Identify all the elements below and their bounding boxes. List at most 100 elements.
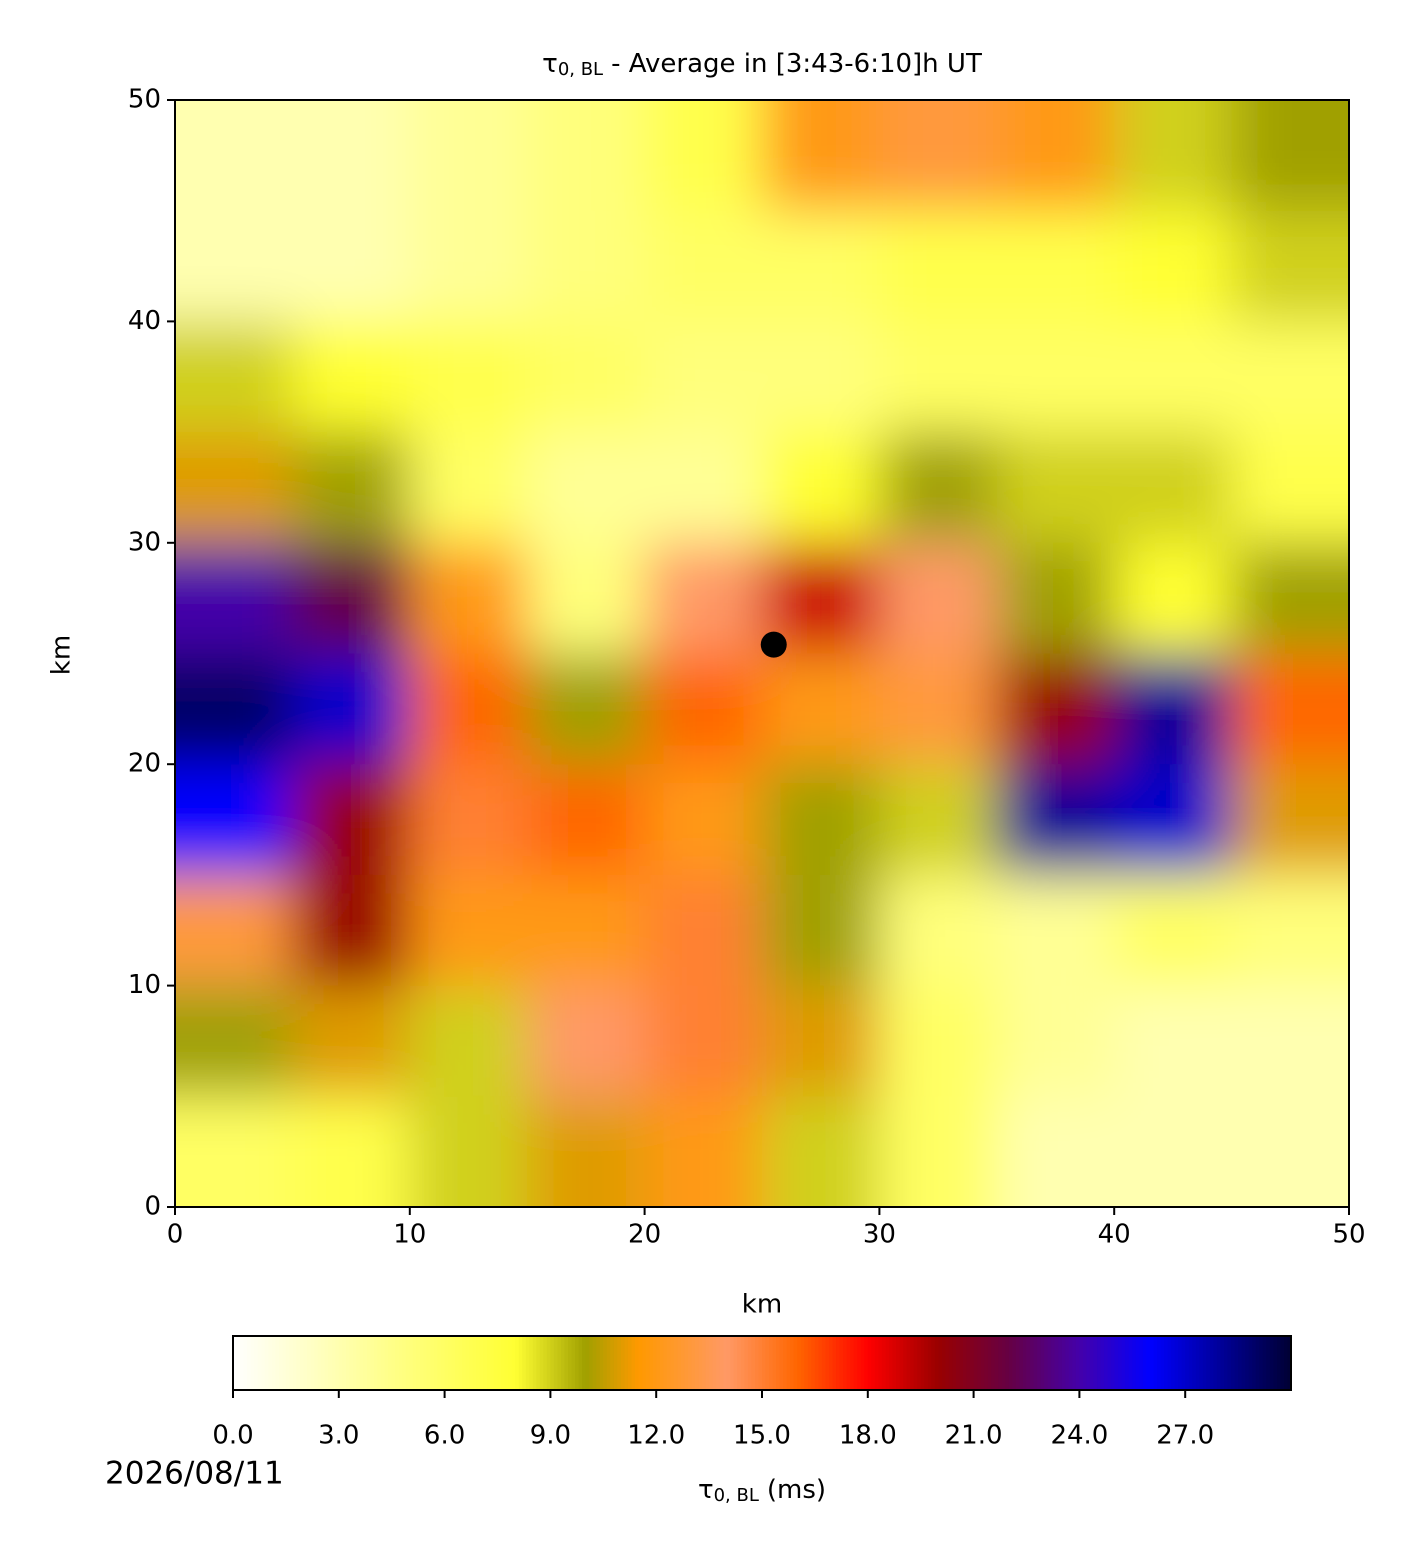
heatmap-cell bbox=[1231, 874, 1349, 987]
colorbar-segment bbox=[504, 1336, 509, 1390]
heatmap-cell bbox=[1231, 653, 1349, 766]
colorbar-segment bbox=[321, 1336, 326, 1390]
colorbar-segment bbox=[783, 1336, 788, 1390]
heatmap-cell bbox=[1231, 321, 1349, 434]
y-tick-label: 20 bbox=[128, 749, 161, 779]
colorbar-segment bbox=[920, 1336, 925, 1390]
colorbar-segment bbox=[1068, 1336, 1073, 1390]
heatmap-cell bbox=[996, 542, 1116, 655]
plot-frame bbox=[174, 99, 1350, 1208]
heatmap-cell bbox=[644, 100, 763, 212]
colorbar-segment bbox=[1026, 1336, 1031, 1390]
heatmap-cell bbox=[527, 985, 646, 1098]
heatmap-cell bbox=[1114, 321, 1233, 434]
colorbar-segment bbox=[800, 1336, 805, 1390]
heatmap-cell bbox=[527, 874, 646, 987]
heatmap-cell bbox=[1231, 764, 1349, 876]
colorbar-segment bbox=[758, 1336, 763, 1390]
heatmap-cell bbox=[879, 1096, 998, 1207]
colorbar-segment bbox=[878, 1336, 883, 1390]
heatmap-cell bbox=[409, 542, 529, 655]
colorbar-segment bbox=[730, 1336, 735, 1390]
heatmap-cell bbox=[292, 985, 411, 1098]
colorbar-segment bbox=[1220, 1336, 1225, 1390]
colorbar-segment bbox=[948, 1336, 954, 1390]
colorbar-segment bbox=[550, 1336, 555, 1390]
colorbar-segment bbox=[1072, 1336, 1077, 1390]
colorbar-segment bbox=[1040, 1336, 1045, 1390]
heatmap-cell bbox=[409, 874, 529, 987]
heatmap-cell bbox=[409, 321, 529, 434]
colorbar-segment bbox=[1195, 1336, 1200, 1390]
heatmap-cell bbox=[644, 1096, 763, 1207]
heatmap-cell bbox=[762, 653, 881, 766]
colorbar-segment bbox=[589, 1336, 594, 1390]
colorbar-segment bbox=[553, 1336, 559, 1390]
colorbar-segment bbox=[486, 1336, 492, 1390]
heatmap-cell bbox=[292, 874, 411, 987]
colorbar-segment bbox=[508, 1336, 513, 1390]
colorbar-segment bbox=[1160, 1336, 1165, 1390]
colorbar-segment bbox=[412, 1336, 417, 1390]
colorbar-segment bbox=[839, 1336, 844, 1390]
colorbar-segment bbox=[1213, 1336, 1218, 1390]
x-tick-label: 30 bbox=[863, 1220, 896, 1250]
colorbar-segment bbox=[261, 1336, 266, 1390]
colorbar-segment bbox=[705, 1336, 710, 1390]
colorbar-tick-label: 24.0 bbox=[1050, 1421, 1108, 1451]
heatmap-cell bbox=[292, 542, 411, 655]
x-axis-label: km bbox=[742, 1290, 782, 1320]
colorbar-segment bbox=[1135, 1336, 1140, 1390]
colorbar-segment bbox=[1104, 1336, 1109, 1390]
colorbar-segment bbox=[1199, 1336, 1204, 1390]
colorbar-segment bbox=[359, 1336, 365, 1390]
date: 2026/08/11 bbox=[105, 1456, 284, 1492]
colorbar-segment bbox=[374, 1336, 379, 1390]
x-tick-label: 0 bbox=[167, 1220, 184, 1250]
colorbar-segment bbox=[952, 1336, 957, 1390]
heatmap-cell bbox=[1114, 542, 1233, 655]
colorbar-segment bbox=[899, 1336, 904, 1390]
colorbar-segment bbox=[1192, 1336, 1197, 1390]
heatmap-cell bbox=[1231, 542, 1349, 655]
colorbar-segment bbox=[860, 1336, 865, 1390]
colorbar-segment bbox=[1234, 1336, 1239, 1390]
heatmap-cell bbox=[1114, 985, 1233, 1098]
colorbar-segment bbox=[867, 1336, 872, 1390]
colorbar-tick-label: 3.0 bbox=[318, 1421, 359, 1451]
heatmap-cell bbox=[175, 210, 294, 323]
colorbar-segment bbox=[1262, 1336, 1267, 1390]
colorbar-segment bbox=[1167, 1336, 1172, 1390]
colorbar-segment bbox=[762, 1336, 767, 1390]
heatmap-cell bbox=[762, 985, 881, 1098]
colorbar-segment bbox=[1181, 1336, 1186, 1390]
colorbar-segment bbox=[441, 1336, 446, 1390]
colorbar-segment bbox=[342, 1336, 347, 1390]
colorbar-segment bbox=[560, 1336, 566, 1390]
colorbar-segment bbox=[998, 1336, 1003, 1390]
colorbar-tick-label: 6.0 bbox=[424, 1421, 465, 1451]
colorbar-segment bbox=[585, 1336, 590, 1390]
colorbar-segment bbox=[1171, 1336, 1176, 1390]
colorbar-segment bbox=[1001, 1336, 1006, 1390]
heatmap-cell bbox=[527, 321, 646, 434]
colorbar-segment bbox=[465, 1336, 470, 1390]
heatmap-cell bbox=[409, 653, 529, 766]
colorbar-segment bbox=[240, 1336, 245, 1390]
colorbar-segment bbox=[363, 1336, 368, 1390]
colorbar-segment bbox=[687, 1336, 693, 1390]
colorbar-segment bbox=[455, 1336, 460, 1390]
x-tick-label: 20 bbox=[628, 1220, 661, 1250]
colorbar-segment bbox=[324, 1336, 329, 1390]
colorbar-segment bbox=[821, 1336, 827, 1390]
colorbar-segment bbox=[673, 1336, 678, 1390]
colorbar-segment bbox=[532, 1336, 537, 1390]
colorbar-segment bbox=[381, 1336, 386, 1390]
colorbar-segment bbox=[832, 1336, 837, 1390]
colorbar-segment bbox=[1079, 1336, 1084, 1390]
colorbar-segment bbox=[1252, 1336, 1257, 1390]
heatmap-cell bbox=[879, 210, 998, 323]
colorbar-segment bbox=[409, 1336, 414, 1390]
heatmap-cell bbox=[527, 653, 646, 766]
heatmap-cell bbox=[762, 432, 881, 544]
